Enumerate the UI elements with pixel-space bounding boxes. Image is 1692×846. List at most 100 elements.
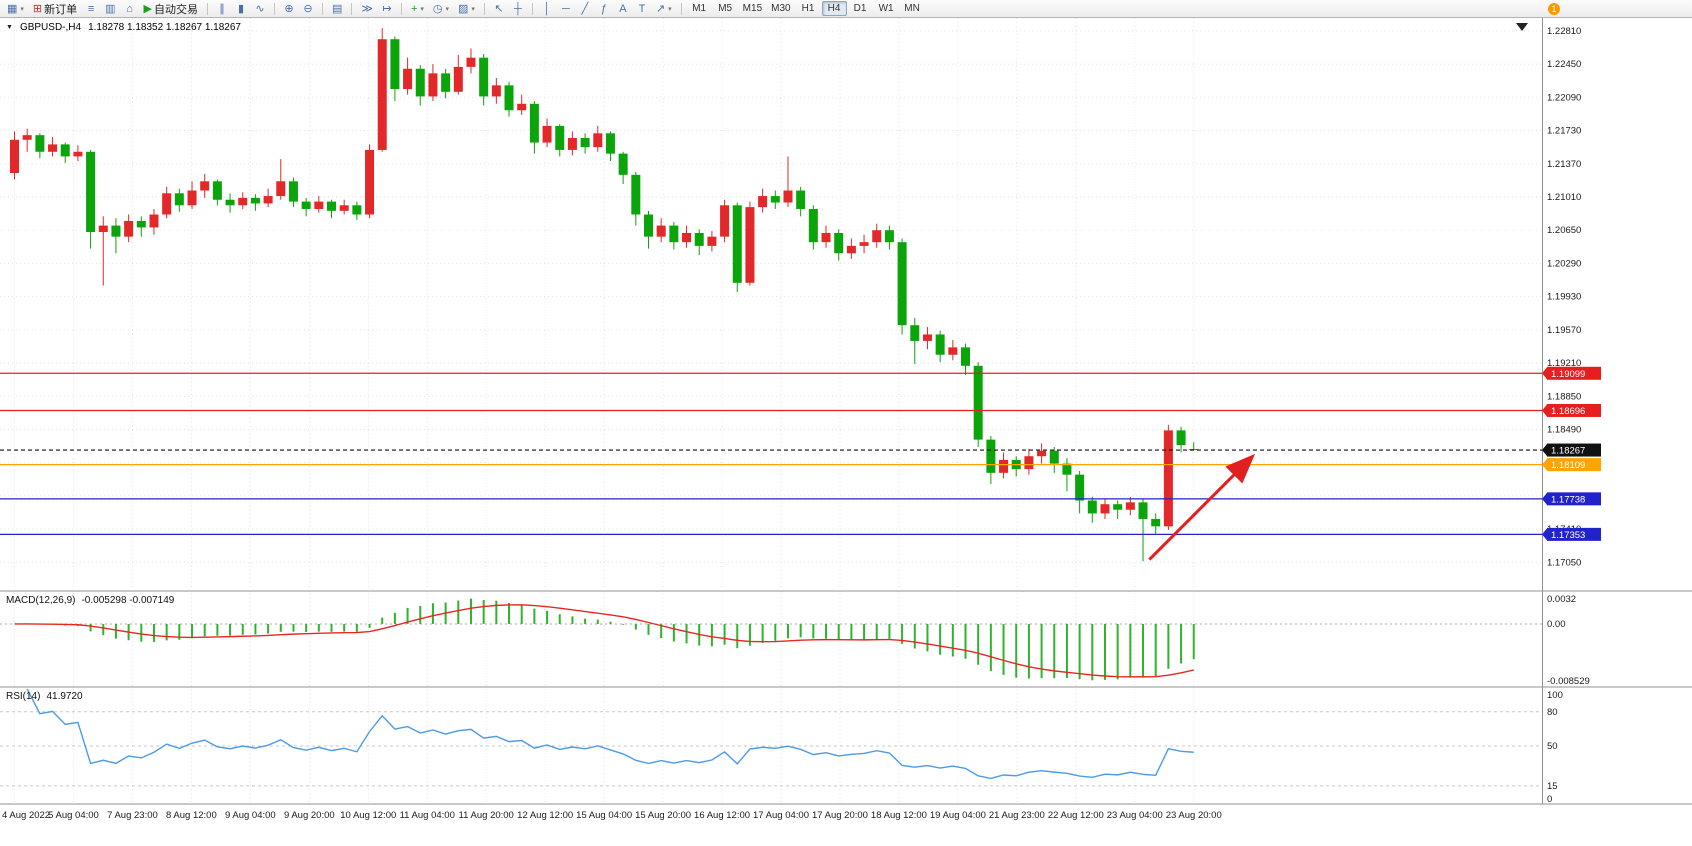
timeframe-h1-button[interactable]: H1 — [796, 1, 821, 16]
chart-canvas[interactable]: 1.22810 1.22450 1.22090 1.21730 1.21370 1.210… — [0, 18, 1692, 841]
tile-windows-button[interactable]: ▤ — [328, 1, 346, 17]
svg-text:1.20650: 1.20650 — [1547, 225, 1581, 236]
svg-text:1.19570: 1.19570 — [1547, 325, 1581, 336]
macd-pane[interactable]: 0.0032 0.00 -0.008529 — [0, 594, 1590, 687]
timeframe-m1-button[interactable]: M1 — [687, 1, 712, 16]
timeframe-mn-button[interactable]: MN — [900, 1, 925, 16]
svg-text:23 Aug 04:00: 23 Aug 04:00 — [1107, 810, 1163, 821]
rsi-label: RSI(14) 41.9720 — [6, 691, 83, 702]
svg-text:18 Aug 12:00: 18 Aug 12:00 — [871, 810, 927, 821]
svg-text:1.18267: 1.18267 — [1551, 446, 1585, 457]
text-label-button[interactable]: T — [633, 1, 651, 17]
svg-text:12 Aug 12:00: 12 Aug 12:00 — [517, 810, 573, 821]
navigator-button[interactable]: ⌂ — [121, 1, 139, 17]
zoom-out-button[interactable]: ⊖ — [299, 1, 317, 17]
pane-splitters[interactable] — [0, 590, 1692, 805]
macd-signal-line — [14, 604, 1194, 678]
svg-text:1.18696: 1.18696 — [1551, 406, 1585, 417]
svg-text:80: 80 — [1547, 707, 1558, 718]
timeframe-m30-button-label: M30 — [771, 3, 791, 14]
bars-chart-button[interactable]: ∥ — [213, 1, 231, 17]
vline-icon: │ — [543, 2, 551, 15]
vline-button[interactable]: │ — [538, 1, 556, 17]
periods-button-dropdown-icon[interactable]: ▾ — [445, 5, 450, 13]
zoom-in-button[interactable]: ⊕ — [280, 1, 298, 17]
indicators-button[interactable]: + ▾ — [407, 1, 428, 17]
scroll-to-end-marker[interactable] — [1516, 23, 1528, 31]
svg-text:-0.008529: -0.008529 — [1547, 676, 1590, 687]
svg-text:0: 0 — [1547, 794, 1552, 805]
timeframe-h4-button[interactable]: H4 — [821, 1, 847, 16]
market-watch-icon: ≡ — [87, 2, 95, 15]
toolbar: 1 ▦ ▾ ⊞ 新订单 ≡ ▥ ⌂ ▶ 自动交易 ∥ ▮ ∿ ⊕ ⊖ ▤ ≫ ↦ + ▾ ◷ ▾ ▨ ▾ ↖ ┼ │ ─ ╱ ƒ A T ↗ ▾… — [0, 0, 1692, 18]
timeframe-d1-button-label: D1 — [853, 3, 867, 14]
text-button[interactable]: A — [614, 1, 632, 17]
macd-label: MACD(12,26,9) -0.005298 -0.007149 — [6, 595, 174, 606]
timeframe-m1-button-label: M1 — [692, 3, 707, 14]
new-order-button[interactable]: ⊞ 新订单 — [29, 1, 81, 17]
new-chart-icon: ▦ — [7, 2, 18, 15]
toolbar-separator — [680, 2, 682, 15]
templates-button[interactable]: ▨ ▾ — [454, 1, 479, 17]
price-axis[interactable]: 1.22810 1.22450 1.22090 1.21730 1.21370 1.210… — [1542, 18, 1601, 804]
svg-text:8 Aug 12:00: 8 Aug 12:00 — [166, 810, 217, 821]
macd-title: MACD(12,26,9) — [6, 595, 76, 606]
timeframe-m15-button[interactable]: M15 — [739, 1, 766, 16]
line-chart-icon: ∿ — [255, 2, 265, 15]
data-window-button[interactable]: ▥ — [101, 1, 119, 17]
timeframe-m5-button-label: M5 — [718, 3, 733, 14]
rsi-pane[interactable]: 100 80 50 15 0 — [0, 688, 1563, 805]
svg-text:10 Aug 12:00: 10 Aug 12:00 — [340, 810, 396, 821]
candles-chart-icon: ▮ — [237, 2, 245, 15]
arrows-icon: ↗ — [655, 2, 666, 15]
autotrading-icon: ▶ — [143, 2, 153, 15]
svg-text:21 Aug 23:00: 21 Aug 23:00 — [989, 810, 1045, 821]
autotrading-button[interactable]: ▶ 自动交易 — [140, 1, 202, 17]
templates-button-dropdown-icon[interactable]: ▾ — [471, 5, 475, 13]
templates-icon: ▨ — [458, 2, 469, 15]
hline-button[interactable]: ─ — [557, 1, 575, 17]
toolbar-separator — [400, 2, 402, 15]
timeframe-w1-button[interactable]: W1 — [874, 1, 899, 16]
new-chart-button[interactable]: ▦ ▾ — [3, 1, 28, 17]
trendline-button[interactable]: ╱ — [576, 1, 594, 17]
data-window-icon: ▥ — [105, 2, 116, 15]
timeframe-m30-button[interactable]: M30 — [767, 1, 794, 16]
tile-windows-icon: ▤ — [332, 2, 343, 15]
main-chart-pane[interactable] — [0, 18, 1542, 590]
candles-chart-button[interactable]: ▮ — [232, 1, 250, 17]
bars-chart-icon: ∥ — [219, 2, 225, 15]
periods-button[interactable]: ◷ ▾ — [429, 1, 453, 17]
trend-arrow[interactable] — [1148, 453, 1256, 561]
price-badge-1.17353: 1.17353 — [1542, 527, 1601, 541]
svg-text:17 Aug 20:00: 17 Aug 20:00 — [812, 810, 868, 821]
toolbar-separator — [531, 2, 533, 15]
notification-badge[interactable]: 1 — [1548, 3, 1560, 15]
crosshair-button[interactable]: ┼ — [509, 1, 527, 17]
one-click-toggle-icon[interactable]: ▼ — [6, 24, 13, 31]
market-watch-button[interactable]: ≡ — [82, 1, 100, 17]
hline-icon: ─ — [562, 2, 570, 15]
auto-scroll-button[interactable]: ≫ — [357, 1, 377, 17]
text-label-icon: T — [638, 2, 646, 15]
fibonacci-button[interactable]: ƒ — [595, 1, 613, 17]
svg-text:1.19210: 1.19210 — [1547, 358, 1581, 369]
svg-text:9 Aug 20:00: 9 Aug 20:00 — [284, 810, 335, 821]
price-badge-1.17738: 1.17738 — [1542, 492, 1601, 506]
auto-scroll-icon: ≫ — [361, 2, 373, 15]
timeframe-m5-button[interactable]: M5 — [713, 1, 738, 16]
cursor-button[interactable]: ↖ — [490, 1, 508, 17]
indicators-button-dropdown-icon[interactable]: ▾ — [420, 5, 424, 13]
symbol-period-label: GBPUSD-,H4 — [19, 22, 82, 33]
arrows-button-dropdown-icon[interactable]: ▾ — [668, 5, 672, 13]
chart-header: ▼ GBPUSD-,H4 1.18278 1.18352 1.18267 1.1… — [6, 22, 241, 33]
line-chart-button[interactable]: ∿ — [251, 1, 269, 17]
timeframe-d1-button[interactable]: D1 — [848, 1, 873, 16]
svg-text:15: 15 — [1547, 781, 1558, 792]
svg-text:22 Aug 12:00: 22 Aug 12:00 — [1048, 810, 1104, 821]
arrows-button[interactable]: ↗ ▾ — [652, 1, 676, 17]
new-chart-button-dropdown-icon[interactable]: ▾ — [20, 5, 24, 13]
timeframe-h4-button-label: H4 — [827, 3, 841, 14]
chart-shift-button[interactable]: ↦ — [378, 1, 396, 17]
